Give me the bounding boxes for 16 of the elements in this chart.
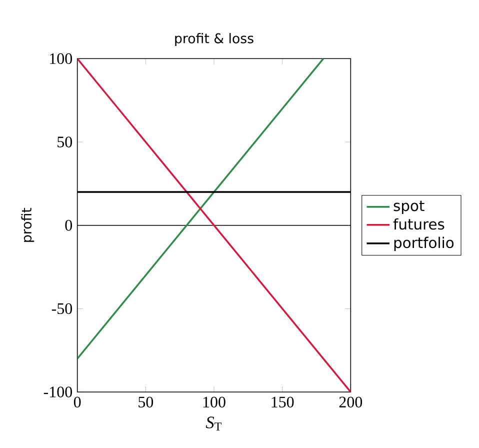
x-tick-label: 50 — [138, 396, 154, 408]
legend-label: futures — [393, 218, 444, 230]
x-tick-label: 100 — [203, 396, 226, 408]
chart-title: profit & loss — [175, 33, 254, 46]
y-axis-title: profit — [21, 208, 34, 242]
legend-label: portfolio — [394, 236, 454, 251]
y-tick-label: 50 — [58, 136, 72, 148]
x-tick-label: 150 — [272, 396, 294, 408]
x-tick-label: 0 — [74, 396, 81, 408]
legend-label: spot — [394, 200, 424, 214]
x-tick-label: 200 — [339, 396, 362, 408]
y-tick-label: -100 — [44, 386, 72, 398]
y-tick-label: 0 — [65, 220, 72, 231]
y-tick-label: -50 — [52, 303, 72, 314]
x-axis-title: S$_{T}$ — [206, 416, 222, 431]
y-tick-label: 100 — [50, 53, 72, 64]
